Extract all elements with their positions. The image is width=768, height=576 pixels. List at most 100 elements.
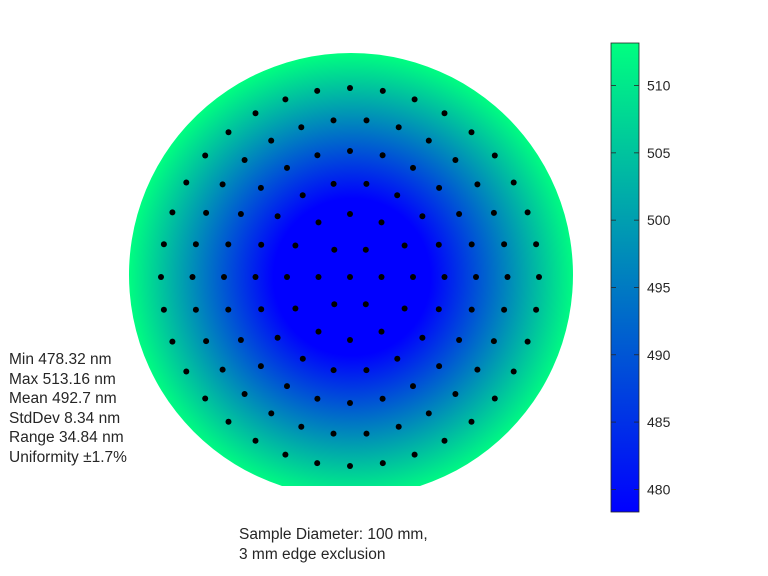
measurement-point (330, 117, 337, 124)
measurement-point (183, 179, 190, 186)
measurement-point (379, 395, 386, 402)
measurement-point (425, 137, 432, 144)
measurement-point (274, 334, 281, 341)
measurement-point (257, 184, 264, 191)
measurement-point (456, 337, 463, 343)
measurement-point (394, 355, 401, 362)
measurement-point (524, 338, 531, 345)
measurement-point (347, 148, 353, 154)
measurement-point (160, 241, 167, 248)
measurement-point (192, 241, 199, 248)
measurement-point (219, 366, 226, 373)
stat-uniformity: Uniformity ±1.7% (9, 448, 127, 466)
measurement-point (225, 306, 232, 313)
measurement-point (510, 368, 517, 375)
measurement-point (237, 337, 244, 343)
measurement-point (491, 395, 498, 402)
stat-mean: Mean 492.7 nm (9, 390, 117, 408)
measurement-point (330, 367, 337, 374)
measurement-point (441, 110, 448, 117)
colorbar-tick-label: 495 (647, 279, 671, 295)
measurement-point (314, 152, 321, 159)
measurement-point (284, 383, 290, 390)
stat-min: Min 478.32 nm (9, 351, 112, 368)
measurement-point (441, 274, 448, 280)
measurement-point (284, 274, 290, 280)
measurement-point (282, 96, 289, 103)
measurement-point (363, 430, 370, 437)
measurement-point (292, 242, 299, 249)
measurement-point (315, 274, 322, 280)
measurement-point (299, 192, 306, 199)
measurement-point (203, 209, 210, 216)
measurement-point (257, 363, 264, 370)
measurement-point (315, 219, 322, 226)
measurement-point (252, 110, 259, 117)
measurement-point (468, 241, 475, 248)
measurement-point (331, 246, 338, 253)
measurement-point (258, 306, 265, 313)
measurement-point (202, 395, 209, 402)
measurement-point (274, 213, 281, 220)
measurement-point (491, 152, 498, 159)
measurement-point (315, 328, 322, 335)
measurement-point (435, 306, 442, 313)
colorbar-tick-label: 500 (647, 212, 671, 228)
measurement-point (395, 124, 402, 131)
measurement-point (292, 305, 299, 312)
measurement-point (379, 152, 386, 159)
measurement-point (362, 246, 369, 253)
measurement-point (401, 242, 408, 249)
measurement-point (490, 338, 497, 345)
measurement-point (268, 137, 275, 144)
measurement-point (533, 306, 540, 313)
measurement-point (299, 355, 306, 362)
measurement-point (419, 213, 426, 220)
measurement-point (536, 274, 542, 280)
measurement-point (452, 157, 459, 163)
measurement-point (298, 124, 305, 131)
measurement-point (282, 451, 289, 458)
measurement-point (510, 179, 517, 186)
measurement-point (183, 368, 190, 375)
colorbar-tick-label: 480 (647, 481, 671, 497)
measurement-point (347, 463, 353, 469)
measurement-point (533, 241, 540, 248)
measurement-point (411, 96, 418, 103)
measurement-point (441, 437, 448, 444)
measurement-point (410, 383, 416, 390)
measurement-point (347, 337, 353, 343)
measurement-point (363, 367, 370, 374)
measurement-point (158, 274, 164, 280)
measurement-point (395, 423, 402, 430)
measurement-point (219, 181, 226, 188)
measurement-point (192, 306, 199, 313)
measurement-point (378, 219, 385, 226)
measurement-point (363, 117, 370, 124)
measurement-point (258, 241, 265, 248)
measurement-point (314, 460, 321, 467)
measurement-point (225, 129, 232, 136)
measurement-point (330, 180, 337, 187)
measurement-point (501, 306, 508, 313)
measurement-point (241, 391, 248, 397)
measurement-point (436, 363, 443, 370)
measurement-point (379, 460, 386, 467)
measurement-point (347, 85, 353, 91)
colorbar: 480 485 490 495 500 505 510 (610, 42, 671, 513)
measurement-point (378, 328, 385, 335)
measurement-point (394, 192, 401, 199)
measurement-point (474, 366, 481, 373)
measurement-point (378, 274, 385, 280)
measurement-point (314, 395, 321, 402)
measurement-point (203, 338, 210, 345)
caption-line-1: Sample Diameter: 100 mm, (239, 526, 428, 543)
measurement-point (410, 164, 416, 171)
measurement-point (410, 274, 416, 280)
colorbar-tick-label: 490 (647, 347, 671, 363)
measurement-point (401, 305, 408, 312)
measurement-point (452, 391, 459, 397)
measurement-point (237, 211, 244, 217)
measurement-point (221, 274, 227, 280)
